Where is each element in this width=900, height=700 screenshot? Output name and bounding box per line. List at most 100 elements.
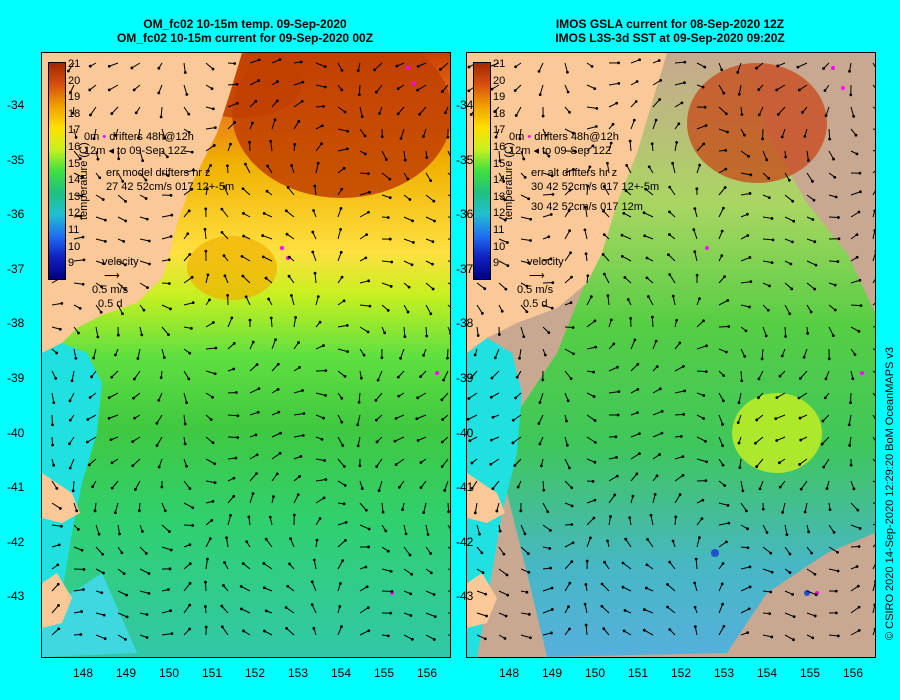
velocity-arrow xyxy=(872,458,875,462)
velocity-arrow-head xyxy=(360,487,364,490)
velocity-arrow-head xyxy=(343,539,347,542)
velocity-arrow-head xyxy=(704,479,708,483)
velocity-arrow xyxy=(313,559,317,570)
velocity-arrow-head xyxy=(788,312,792,316)
velocity-arrow-head xyxy=(813,572,817,576)
velocity-arrow xyxy=(872,370,875,373)
velocity-arrow-head xyxy=(290,294,293,297)
velocity-arrow-head xyxy=(107,88,111,92)
velocity-arrow xyxy=(204,229,207,240)
velocity-arrow xyxy=(738,392,742,403)
velocity-arrow-head xyxy=(144,197,148,200)
colorbar-tick: 19 xyxy=(493,91,506,104)
velocity-arrow-head xyxy=(831,334,835,338)
velocity-arrow xyxy=(608,366,618,372)
velocity-arrow-head xyxy=(54,377,58,380)
velocity-arrow xyxy=(762,524,768,533)
velocity-arrow-head xyxy=(856,508,860,512)
velocity-arrow-head xyxy=(96,157,100,161)
velocity-arrow-head xyxy=(222,584,225,587)
velocity-arrow-head xyxy=(787,178,791,182)
velocity-arrow-head xyxy=(749,280,753,284)
velocity-arrow xyxy=(425,304,432,314)
velocity-arrow-head xyxy=(374,418,378,422)
velocity-arrow-head xyxy=(788,571,792,574)
velocity-arrow-head xyxy=(727,521,731,525)
velocity-arrow-head xyxy=(213,126,217,130)
velocity-arrow-head xyxy=(58,507,62,510)
velocity-arrow xyxy=(652,340,657,350)
velocity-arrow xyxy=(447,326,450,334)
velocity-arrow-head xyxy=(812,198,816,202)
velocity-arrow xyxy=(447,194,450,197)
velocity-arrow-head xyxy=(502,552,506,556)
velocity-arrow-head xyxy=(229,142,232,146)
velocity-arrow xyxy=(221,626,229,636)
velocity-arrow-head xyxy=(807,530,811,534)
velocity-arrow xyxy=(447,546,450,550)
velocity-arrow xyxy=(756,458,764,467)
velocity-arrow-head xyxy=(693,581,697,585)
velocity-arrow-head xyxy=(660,431,664,435)
velocity-arrow-head xyxy=(210,518,214,522)
velocity-arrow-head xyxy=(433,219,436,223)
velocity-arrow xyxy=(474,502,478,513)
velocity-arrow-head xyxy=(440,398,444,402)
velocity-arrow-head xyxy=(467,89,471,93)
velocity-arrow-head xyxy=(241,274,245,278)
velocity-arrow-head xyxy=(744,509,748,513)
velocity-arrow xyxy=(762,216,773,219)
velocity-arrow-head xyxy=(616,413,620,417)
velocity-arrow xyxy=(586,517,595,526)
velocity-arrow-head xyxy=(586,184,590,188)
velocity-arrow-head xyxy=(497,333,501,336)
velocity-arrow xyxy=(93,128,97,139)
velocity-arrow-head xyxy=(338,582,342,585)
velocity-arrow-head xyxy=(792,219,796,223)
velocity-arrow-head xyxy=(705,460,708,464)
velocity-arrow xyxy=(205,480,216,484)
velocity-arrow-head xyxy=(51,423,54,427)
velocity-arrow-head xyxy=(87,463,91,467)
right-err-title: err alt drifters hr z xyxy=(531,167,618,179)
velocity-arrow xyxy=(625,538,632,548)
velocity-arrow-head xyxy=(511,418,515,422)
velocity-arrow-head xyxy=(549,566,553,570)
velocity-arrow-head xyxy=(722,624,726,628)
colorbar-tick: 15 xyxy=(68,157,81,170)
velocity-arrow-head xyxy=(770,217,774,220)
velocity-arrow-head xyxy=(212,144,216,147)
colorbar-tick: 9 xyxy=(493,257,500,270)
velocity-arrow-head xyxy=(131,464,135,468)
velocity-arrow-head xyxy=(873,229,875,232)
velocity-arrow-head xyxy=(386,634,390,638)
velocity-arrow-head xyxy=(278,451,282,455)
velocity-arrow xyxy=(314,185,317,196)
velocity-arrow-head xyxy=(55,351,59,355)
velocity-arrow xyxy=(139,546,147,554)
velocity-arrow-head xyxy=(668,560,672,564)
velocity-arrow-head xyxy=(206,273,210,277)
velocity-arrow-head xyxy=(239,584,243,588)
velocity-arrow-head xyxy=(169,609,172,613)
velocity-arrow-head xyxy=(56,563,60,567)
velocity-arrow xyxy=(205,370,216,375)
velocity-arrow xyxy=(718,414,724,425)
velocity-arrow-head xyxy=(311,230,315,234)
velocity-arrow xyxy=(490,458,500,465)
velocity-arrow-head xyxy=(473,353,477,357)
velocity-arrow-head xyxy=(856,584,860,588)
velocity-arrow-head xyxy=(743,133,746,137)
velocity-arrow xyxy=(133,370,141,380)
velocity-arrow-head xyxy=(257,58,261,62)
lon-tick-label: 155 xyxy=(374,666,395,680)
velocity-arrow-head xyxy=(188,562,192,566)
velocity-arrow-head xyxy=(788,552,792,556)
velocity-arrow-head xyxy=(406,310,410,314)
velocity-arrow-head xyxy=(550,631,553,635)
colorbar-tick: 20 xyxy=(493,74,506,87)
velocity-arrow xyxy=(850,211,860,218)
velocity-arrow-head xyxy=(792,615,796,619)
velocity-arrow-head xyxy=(682,412,686,416)
velocity-arrow-head xyxy=(114,133,118,137)
